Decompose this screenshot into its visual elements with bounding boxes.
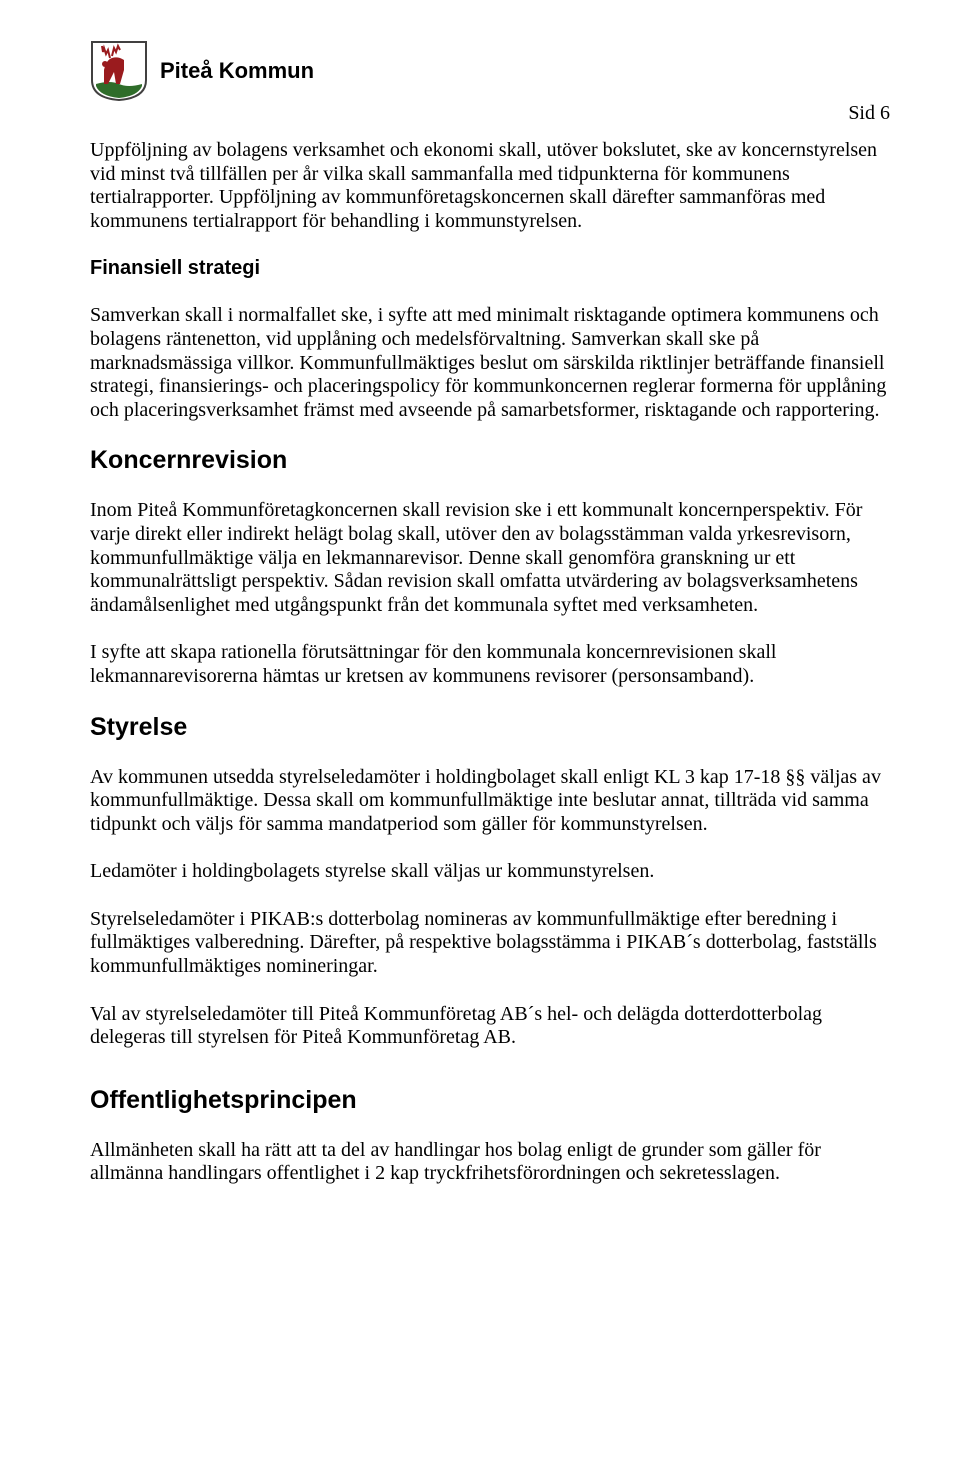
heading-finansiell-strategi: Finansiell strategi [90,257,890,280]
heading-offentlighetsprincipen: Offentlighetsprincipen [90,1086,890,1115]
styrelse-paragraph-4: Val av styrelseledamöter till Piteå Komm… [90,1003,890,1050]
municipality-logo-icon [90,40,148,102]
offentlig-paragraph: Allmänheten skall ha rätt att ta del av … [90,1139,890,1186]
page-number: Sid 6 [90,102,890,125]
intro-paragraph: Uppföljning av bolagens verksamhet och e… [90,139,890,233]
koncern-paragraph-1: Inom Piteå Kommunföretagkoncernen skall … [90,499,890,617]
heading-styrelse: Styrelse [90,713,890,742]
page-container: Piteå Kommun Sid 6 Uppföljning av bolage… [0,0,960,1226]
koncern-paragraph-2: I syfte att skapa rationella förutsättni… [90,641,890,688]
brand-name: Piteå Kommun [160,58,314,84]
styrelse-paragraph-1: Av kommunen utsedda styrelseledamöter i … [90,766,890,837]
heading-koncernrevision: Koncernrevision [90,446,890,475]
styrelse-paragraph-2: Ledamöter i holdingbolagets styrelse ska… [90,860,890,884]
finansiell-paragraph: Samverkan skall i normalfallet ske, i sy… [90,304,890,422]
header: Piteå Kommun [90,40,890,102]
styrelse-paragraph-3: Styrelseledamöter i PIKAB:s dotterbolag … [90,908,890,979]
